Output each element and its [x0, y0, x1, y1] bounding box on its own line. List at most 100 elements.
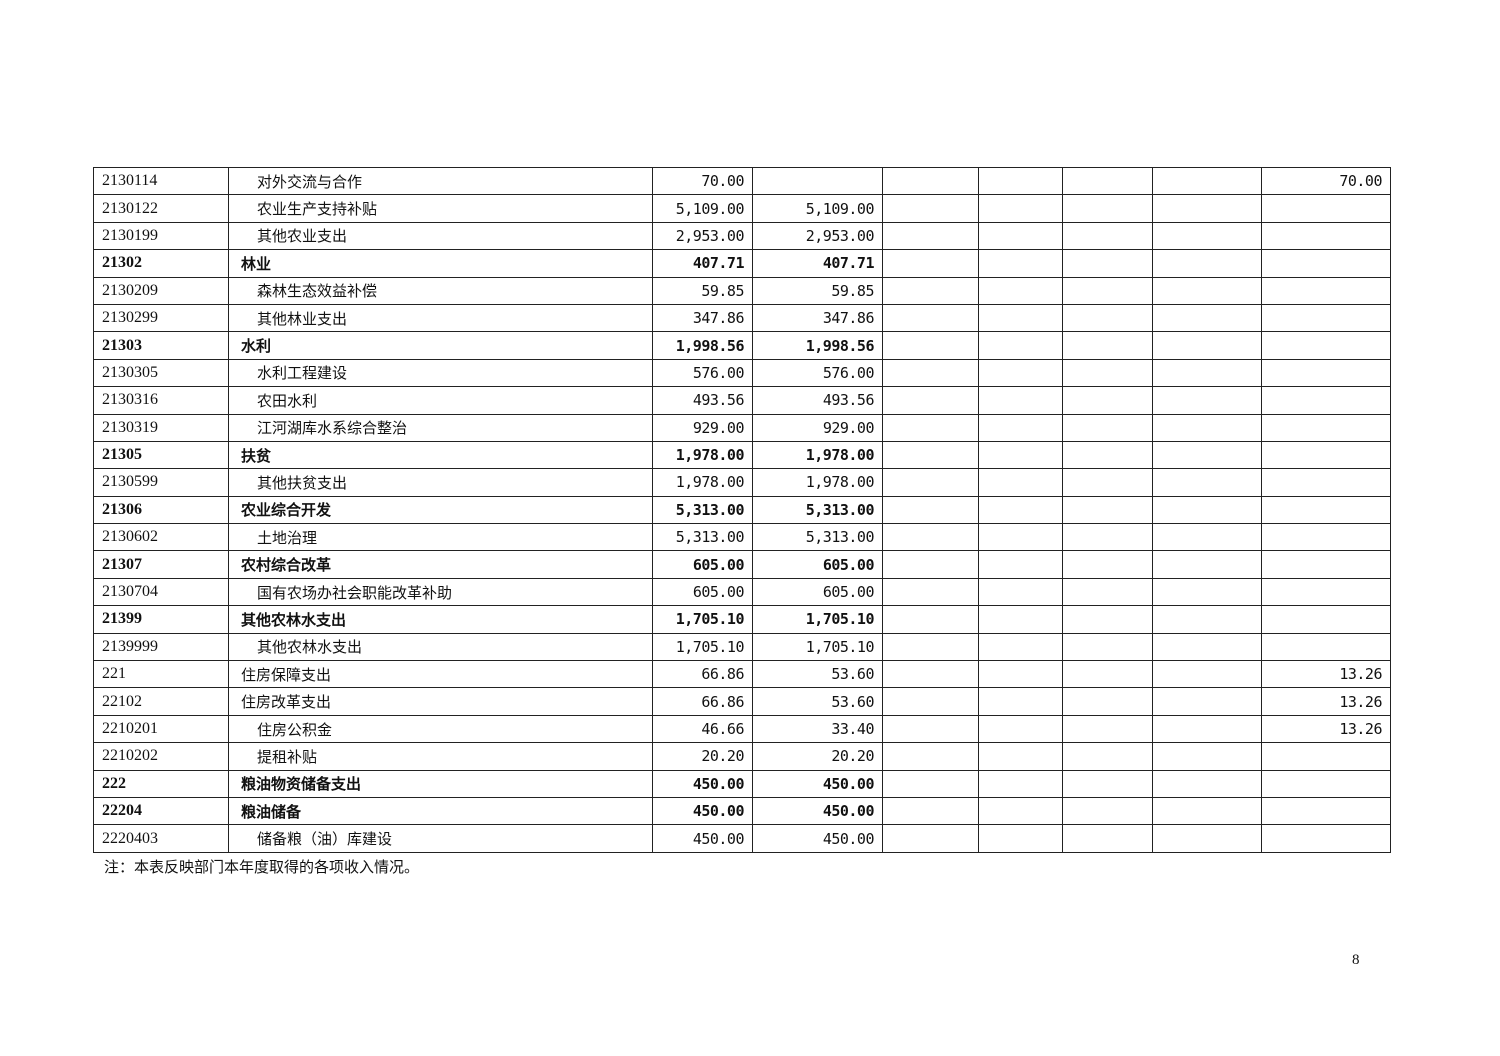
total-cell: 450.00	[652, 769, 753, 798]
subject-code-cell: 2130319	[93, 413, 229, 442]
empty-cell	[978, 331, 1063, 360]
table-row: 2130319 江河湖库水系综合整治 929.00 929.00	[93, 413, 1391, 442]
total-cell: 5,313.00	[652, 523, 753, 552]
other-income-cell	[1261, 276, 1391, 305]
total-cell: 929.00	[652, 413, 753, 442]
subject-name-cell: 国有农场办社会职能改革补助	[228, 577, 653, 607]
fiscal-allocation-cell: 1,705.10	[752, 632, 883, 662]
empty-cell	[978, 495, 1063, 525]
total-cell: 5,313.00	[652, 495, 753, 525]
empty-cell	[882, 194, 979, 223]
other-income-cell	[1261, 468, 1391, 497]
table-row: 21307 农村综合改革 605.00 605.00	[93, 550, 1391, 579]
total-cell: 1,705.10	[652, 605, 753, 634]
fiscal-allocation-cell: 1,705.10	[752, 605, 883, 634]
fiscal-allocation-cell	[752, 166, 883, 196]
empty-cell	[978, 687, 1063, 716]
empty-cell	[978, 824, 1063, 853]
table-row: 2130114 对外交流与合作 70.00 70.00	[93, 166, 1391, 196]
subject-name-cell: 储备粮（油）库建设	[228, 824, 653, 853]
other-income-cell	[1261, 605, 1391, 634]
empty-cell	[1152, 413, 1262, 442]
empty-cell	[978, 632, 1063, 662]
empty-cell	[1062, 495, 1153, 525]
fiscal-allocation-cell: 1,998.56	[752, 331, 883, 360]
empty-cell	[1152, 166, 1262, 196]
other-income-cell	[1261, 386, 1391, 415]
other-income-cell	[1261, 194, 1391, 223]
empty-cell	[882, 413, 979, 442]
fiscal-allocation-cell: 2,953.00	[752, 221, 883, 251]
empty-cell	[1152, 769, 1262, 798]
empty-cell	[882, 577, 979, 607]
total-cell: 605.00	[652, 550, 753, 579]
empty-cell	[978, 413, 1063, 442]
subject-name-cell: 水利工程建设	[228, 358, 653, 388]
empty-cell	[1152, 742, 1262, 771]
page-number: 8	[1352, 952, 1360, 968]
fiscal-allocation-cell: 605.00	[752, 550, 883, 579]
subject-code-cell: 21399	[93, 605, 229, 634]
total-cell: 450.00	[652, 796, 753, 826]
other-income-cell	[1261, 550, 1391, 579]
table-note: 注：本表反映部门本年度取得的各项收入情况。	[104, 858, 420, 876]
empty-cell	[882, 632, 979, 662]
subject-code-cell: 21305	[93, 440, 229, 470]
empty-cell	[1152, 331, 1262, 360]
total-cell: 407.71	[652, 249, 753, 278]
fiscal-allocation-cell: 576.00	[752, 358, 883, 388]
subject-name-cell: 江河湖库水系综合整治	[228, 413, 653, 442]
fiscal-allocation-cell: 33.40	[752, 714, 883, 744]
subject-code-cell: 221	[93, 660, 229, 689]
table-row: 2130704 国有农场办社会职能改革补助 605.00 605.00	[93, 577, 1391, 607]
subject-name-cell: 其他林业支出	[228, 303, 653, 333]
empty-cell	[978, 276, 1063, 305]
fiscal-allocation-cell: 59.85	[752, 276, 883, 305]
table-row: 2130316 农田水利 493.56 493.56	[93, 386, 1391, 415]
table-row: 2130299 其他林业支出 347.86 347.86	[93, 303, 1391, 333]
subject-code-cell: 2130704	[93, 577, 229, 607]
subject-code-cell: 2130602	[93, 523, 229, 552]
other-income-cell	[1261, 742, 1391, 771]
total-cell: 450.00	[652, 824, 753, 853]
empty-cell	[1152, 824, 1262, 853]
empty-cell	[1062, 687, 1153, 716]
empty-cell	[882, 440, 979, 470]
empty-cell	[1152, 796, 1262, 826]
empty-cell	[978, 742, 1063, 771]
other-income-cell	[1261, 221, 1391, 251]
fiscal-allocation-cell: 53.60	[752, 660, 883, 689]
table-row: 22102 住房改革支出 66.86 53.60 13.26	[93, 687, 1391, 716]
fiscal-allocation-cell: 5,313.00	[752, 523, 883, 552]
empty-cell	[978, 660, 1063, 689]
empty-cell	[1062, 714, 1153, 744]
empty-cell	[1062, 303, 1153, 333]
empty-cell	[882, 276, 979, 305]
empty-cell	[882, 331, 979, 360]
empty-cell	[882, 824, 979, 853]
empty-cell	[1152, 221, 1262, 251]
empty-cell	[1062, 413, 1153, 442]
fiscal-allocation-cell: 929.00	[752, 413, 883, 442]
total-cell: 2,953.00	[652, 221, 753, 251]
table-row: 2220403 储备粮（油）库建设 450.00 450.00	[93, 824, 1391, 853]
other-income-cell	[1261, 577, 1391, 607]
other-income-cell	[1261, 824, 1391, 853]
fiscal-allocation-cell: 450.00	[752, 769, 883, 798]
subject-name-cell: 住房改革支出	[228, 687, 653, 716]
empty-cell	[882, 605, 979, 634]
other-income-cell	[1261, 440, 1391, 470]
empty-cell	[978, 605, 1063, 634]
total-cell: 493.56	[652, 386, 753, 415]
subject-name-cell: 住房公积金	[228, 714, 653, 744]
subject-code-cell: 2130599	[93, 468, 229, 497]
empty-cell	[882, 660, 979, 689]
fiscal-allocation-cell: 450.00	[752, 796, 883, 826]
empty-cell	[978, 714, 1063, 744]
empty-cell	[1152, 303, 1262, 333]
empty-cell	[1062, 331, 1153, 360]
empty-cell	[1062, 742, 1153, 771]
empty-cell	[1062, 577, 1153, 607]
empty-cell	[1152, 577, 1262, 607]
subject-name-cell: 土地治理	[228, 523, 653, 552]
